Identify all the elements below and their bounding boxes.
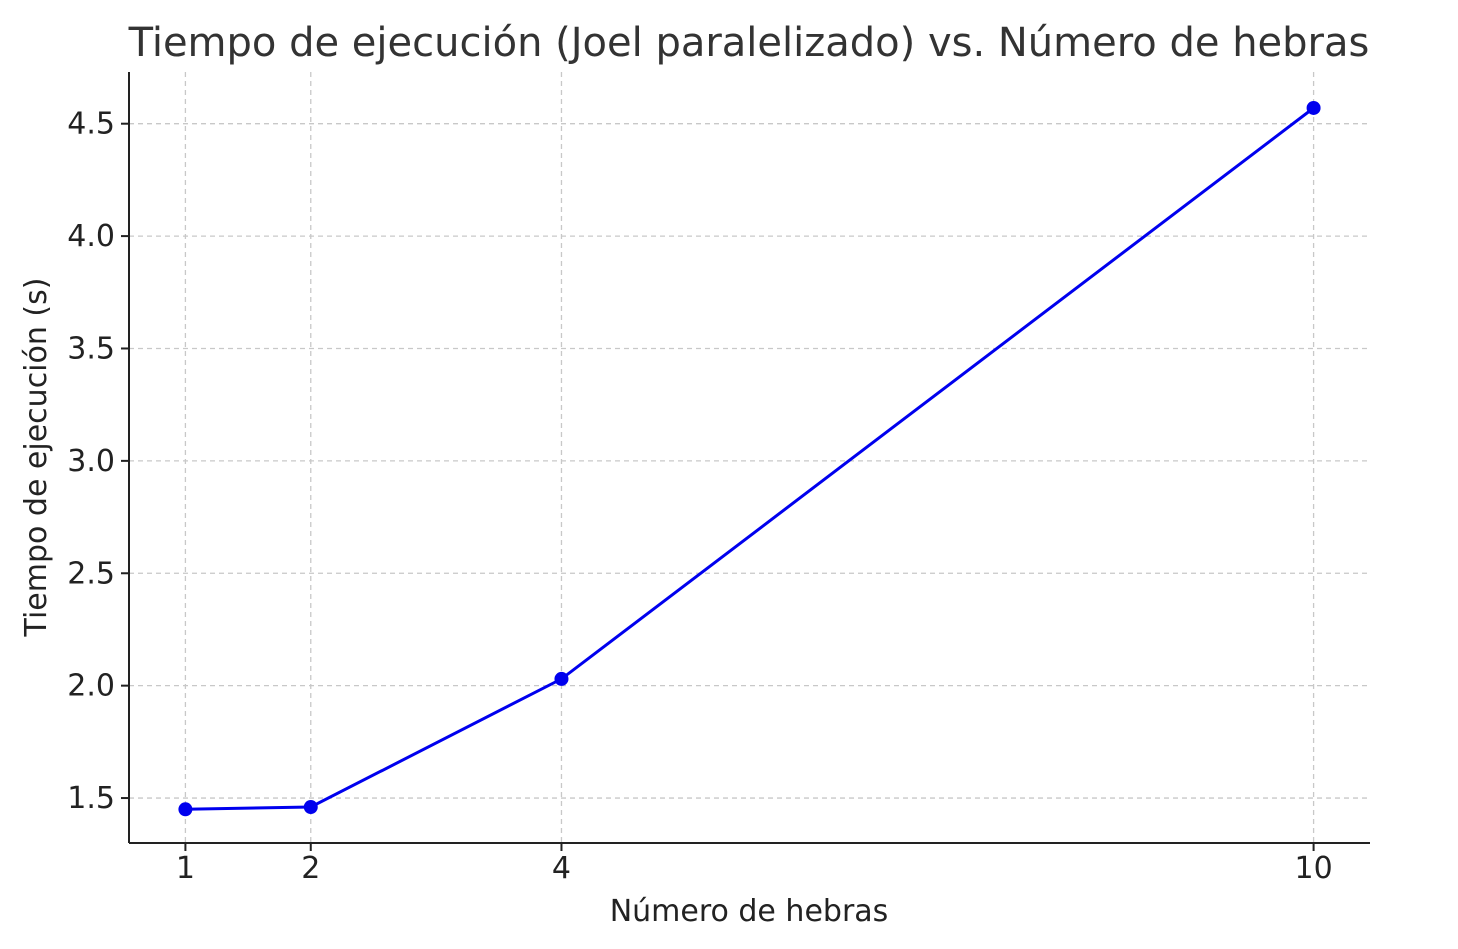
x-tick-label: 1	[176, 851, 195, 886]
y-tick-label: 4.5	[67, 107, 115, 142]
axes	[128, 72, 1370, 844]
series	[178, 100, 1321, 817]
y-tick-label: 3.5	[67, 331, 115, 366]
y-tick-label: 1.5	[67, 781, 115, 816]
data-point	[178, 802, 193, 817]
data-point	[303, 800, 318, 815]
y-axis-label: Tiempo de ejecución (s)	[19, 278, 54, 638]
y-tick-label: 2.0	[67, 669, 115, 704]
y-tick-label: 4.0	[67, 219, 115, 254]
y-ticks: 1.5 2.0 2.5 3.0 3.5 4.0 4.5	[67, 107, 129, 816]
y-tick-label: 2.5	[67, 556, 115, 591]
chart-title: Tiempo de ejecución (Joel paralelizado) …	[128, 20, 1370, 66]
data-point	[1306, 100, 1321, 115]
data-point	[554, 671, 569, 686]
grid-lines	[129, 72, 1370, 843]
x-ticks: 1 2 4 10	[176, 843, 1333, 886]
x-axis-label: Número de hebras	[610, 894, 889, 929]
x-tick-label: 10	[1294, 851, 1332, 886]
x-tick-label: 2	[301, 851, 320, 886]
y-tick-label: 3.0	[67, 444, 115, 479]
series-line	[185, 106, 1315, 811]
x-tick-label: 4	[552, 851, 571, 886]
